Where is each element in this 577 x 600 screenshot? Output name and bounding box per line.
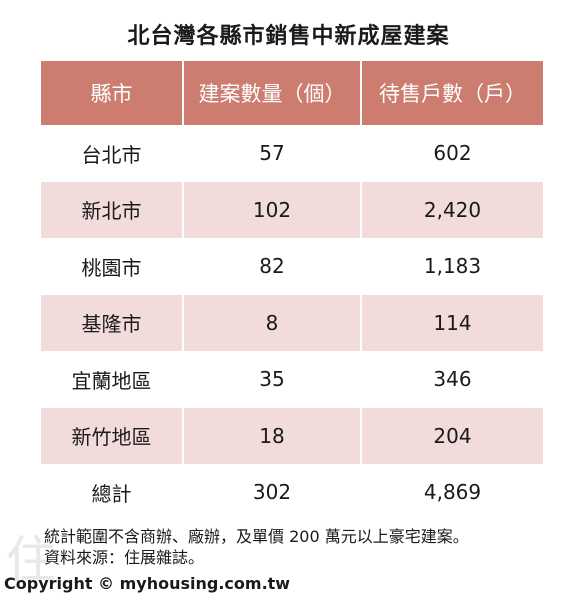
- footnote-line: 資料來源：住展雜誌。: [44, 548, 205, 567]
- table-cell: 台北市: [81, 142, 142, 167]
- table-cell: 602: [360, 125, 543, 182]
- table-cell: 8: [182, 294, 361, 351]
- table-cell: 4,869: [360, 464, 543, 521]
- table-row: 新北市 102 2,420: [41, 181, 543, 238]
- column-header: 待售戶數（戶）: [360, 61, 543, 125]
- table-cell: 82: [182, 238, 361, 295]
- copyright-text: Copyright © myhousing.com.tw: [4, 574, 291, 593]
- table-cell: 1,183: [360, 238, 543, 295]
- column-header: 縣市: [41, 61, 183, 125]
- table-cell: 102: [182, 181, 361, 238]
- column-header: 建案數量（個）: [182, 61, 361, 125]
- table-cell: 35: [182, 351, 361, 408]
- table-cell: 2,420: [360, 181, 543, 238]
- table-row: 宜蘭地區 35 346: [41, 351, 543, 408]
- table-cell: 18: [182, 407, 361, 464]
- table-cell: 宜蘭地區: [71, 368, 152, 393]
- logo-watermark: 住: [6, 531, 56, 589]
- table-cell: 302: [182, 464, 361, 521]
- data-table: 縣市 建案數量（個） 待售戶數（戶） 台北市 57 602 新北市 102 2,…: [41, 61, 543, 521]
- table-cell: 基隆市: [41, 294, 183, 351]
- table-cell: 346: [360, 351, 543, 408]
- table-cell: 桃園市: [81, 255, 142, 280]
- table-cell: 57: [182, 125, 361, 182]
- footnote-line: 統計範圍不含商辦、廠辦，及單價 200 萬元以上豪宅建案。: [44, 527, 469, 546]
- table-row: 桃園市 82 1,183: [41, 238, 543, 295]
- table-row: 台北市 57 602: [41, 125, 543, 182]
- table-row: 基隆市 8 114: [41, 294, 543, 351]
- table-cell: 204: [360, 407, 543, 464]
- footnote: 統計範圍不含商辦、廠辦，及單價 200 萬元以上豪宅建案。 資料來源：住展雜誌。: [44, 526, 469, 568]
- table-cell: 新北市: [41, 181, 183, 238]
- chart-title: 北台灣各縣市銷售中新成屋建案: [127, 24, 450, 49]
- table-header-row: 縣市 建案數量（個） 待售戶數（戶）: [41, 61, 543, 125]
- table-row: 新竹地區 18 204: [41, 407, 543, 464]
- table-cell: 總計: [91, 481, 132, 506]
- table-cell: 114: [360, 294, 543, 351]
- table-row-total: 總計 302 4,869: [41, 464, 543, 521]
- table-cell: 新竹地區: [41, 407, 183, 464]
